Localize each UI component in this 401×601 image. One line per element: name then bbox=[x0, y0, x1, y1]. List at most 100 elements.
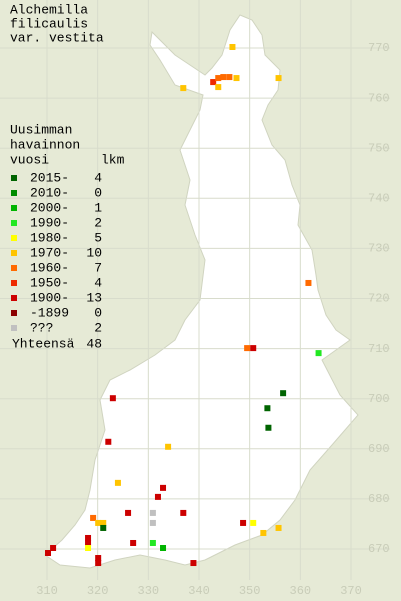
legend-count: 13 bbox=[86, 290, 102, 305]
finland-outline bbox=[44, 14, 359, 569]
observation bbox=[275, 524, 282, 531]
x-tick-label: 360 bbox=[290, 584, 312, 598]
legend-header: Uusimman bbox=[10, 122, 72, 137]
observation bbox=[85, 534, 92, 541]
legend-label: 1990- bbox=[30, 215, 69, 230]
observation bbox=[130, 539, 137, 546]
legend-count: 0 bbox=[94, 185, 102, 200]
observation bbox=[260, 529, 267, 536]
observation bbox=[90, 514, 97, 521]
legend-count: 5 bbox=[94, 230, 102, 245]
observation bbox=[114, 479, 121, 486]
observation bbox=[149, 539, 156, 546]
observation bbox=[85, 544, 92, 551]
legend-swatch bbox=[11, 235, 17, 241]
legend-count: 2 bbox=[94, 320, 102, 335]
y-tick-label: 770 bbox=[368, 41, 390, 55]
legend-swatch bbox=[11, 190, 17, 196]
x-tick-label: 330 bbox=[138, 584, 160, 598]
observation bbox=[165, 443, 172, 450]
legend-label: 2010- bbox=[30, 185, 69, 200]
legend-total-label: Yhteensä bbox=[12, 336, 75, 351]
x-tick-label: 310 bbox=[36, 584, 58, 598]
observation bbox=[100, 519, 107, 526]
observation bbox=[233, 75, 240, 82]
x-tick-label: 370 bbox=[340, 584, 362, 598]
observation bbox=[125, 509, 132, 516]
legend-label: 1950- bbox=[30, 275, 69, 290]
legend-label: 1900- bbox=[30, 290, 69, 305]
observation bbox=[85, 539, 92, 546]
y-tick-label: 710 bbox=[368, 342, 390, 356]
observation bbox=[95, 519, 102, 526]
legend-total: 48 bbox=[86, 336, 102, 351]
legend-swatch bbox=[11, 175, 17, 181]
legend-swatch bbox=[11, 325, 17, 331]
y-tick-label: 670 bbox=[368, 542, 390, 556]
observation bbox=[226, 74, 233, 81]
observation bbox=[250, 519, 257, 526]
title: Alchemilla bbox=[10, 2, 88, 17]
y-tick-label: 740 bbox=[368, 191, 390, 205]
observation bbox=[315, 350, 322, 357]
observation bbox=[149, 509, 156, 516]
observation bbox=[190, 560, 197, 567]
observation bbox=[100, 524, 107, 531]
observation bbox=[160, 544, 167, 551]
y-tick-label: 680 bbox=[368, 492, 390, 506]
observation bbox=[305, 279, 312, 286]
observation bbox=[95, 560, 102, 567]
legend-swatch bbox=[11, 265, 17, 271]
legend-label: 2000- bbox=[30, 200, 69, 215]
x-tick-label: 320 bbox=[87, 584, 109, 598]
legend-count: 4 bbox=[94, 170, 102, 185]
observation bbox=[250, 345, 257, 352]
x-tick-label: 350 bbox=[239, 584, 261, 598]
observation bbox=[215, 84, 222, 91]
observation bbox=[210, 79, 217, 86]
legend-swatch bbox=[11, 250, 17, 256]
observation bbox=[109, 395, 116, 402]
legend-count: 2 bbox=[94, 215, 102, 230]
observation bbox=[105, 438, 112, 445]
y-tick-label: 750 bbox=[368, 141, 390, 155]
observation bbox=[229, 43, 236, 50]
observation bbox=[220, 74, 227, 81]
legend-label: -1899 bbox=[30, 305, 69, 320]
legend-swatch bbox=[11, 310, 17, 316]
legend-swatch bbox=[11, 220, 17, 226]
legend-count: 10 bbox=[86, 245, 102, 260]
legend-label: ??? bbox=[30, 320, 53, 335]
observation bbox=[275, 75, 282, 82]
observation bbox=[280, 390, 287, 397]
title: var. vestita bbox=[10, 30, 104, 45]
title: filicaulis bbox=[10, 16, 88, 31]
y-tick-label: 700 bbox=[368, 392, 390, 406]
observation bbox=[160, 484, 167, 491]
legend-swatch bbox=[11, 205, 17, 211]
legend-count: 7 bbox=[94, 260, 102, 275]
observation bbox=[180, 509, 187, 516]
legend-label: 1970- bbox=[30, 245, 69, 260]
legend-count: 0 bbox=[94, 305, 102, 320]
legend-swatch bbox=[11, 280, 17, 286]
observation bbox=[265, 424, 272, 431]
observation bbox=[240, 519, 247, 526]
legend-header: havainnon bbox=[10, 137, 80, 152]
legend-label: 1980- bbox=[30, 230, 69, 245]
x-tick-label: 340 bbox=[188, 584, 210, 598]
observation bbox=[215, 75, 222, 82]
legend-label: 1960- bbox=[30, 260, 69, 275]
legend-column: lkm bbox=[101, 152, 125, 167]
y-tick-label: 730 bbox=[368, 242, 390, 256]
legend-column: vuosi bbox=[10, 152, 49, 167]
observation bbox=[45, 550, 52, 557]
observation bbox=[149, 519, 156, 526]
observation bbox=[180, 85, 187, 92]
legend-count: 4 bbox=[94, 275, 102, 290]
observation bbox=[264, 405, 271, 412]
observation bbox=[154, 493, 161, 500]
observation bbox=[50, 544, 57, 551]
y-tick-label: 760 bbox=[368, 91, 390, 105]
